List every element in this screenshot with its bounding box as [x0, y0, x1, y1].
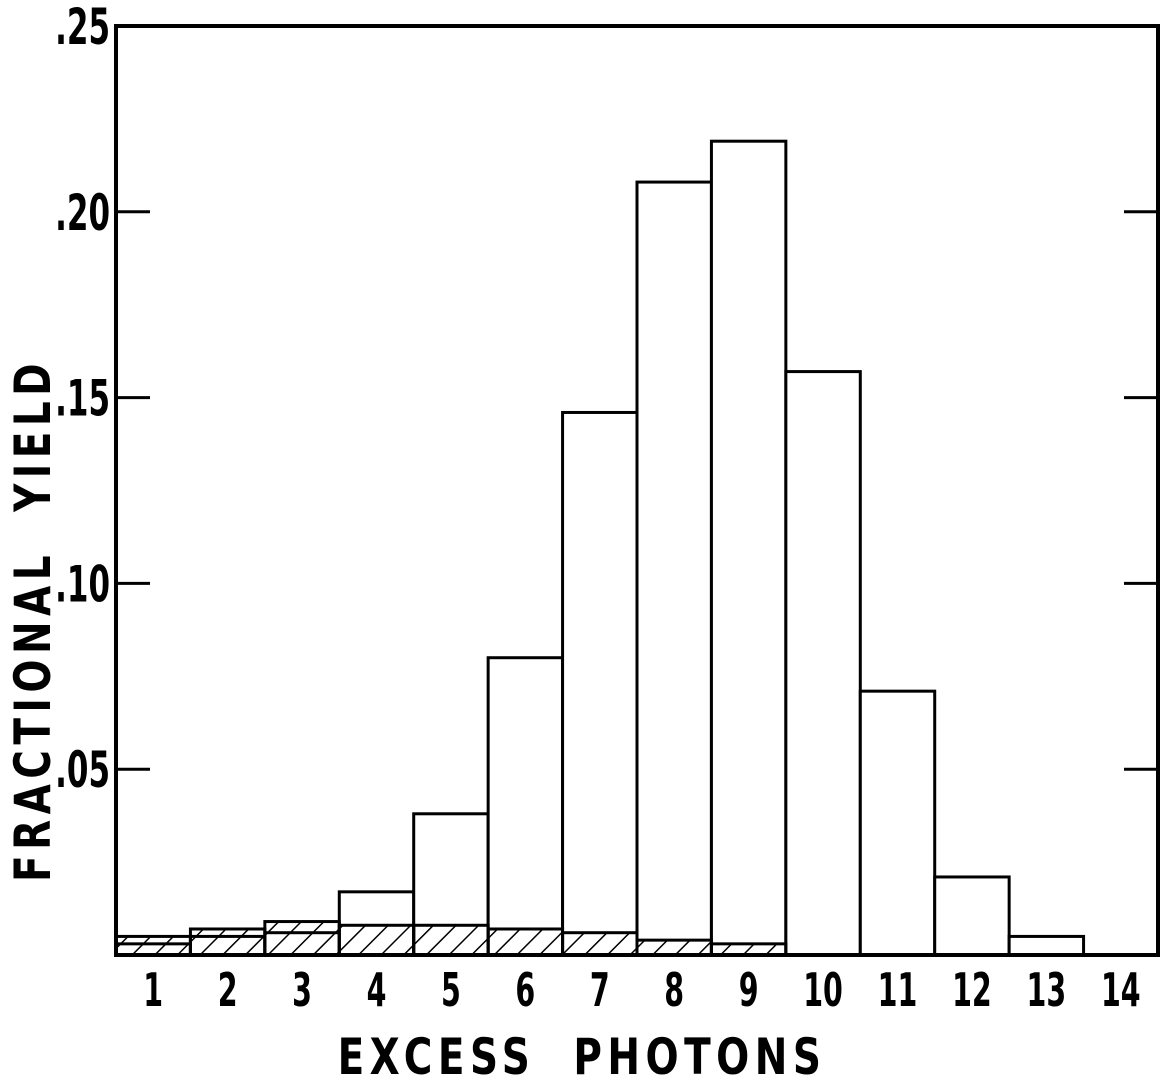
- x-tick-label: 14: [1101, 964, 1141, 1018]
- open-bar-8: [635, 180, 713, 957]
- x-tick-label: 3: [292, 964, 312, 1018]
- open-bar-6: [486, 656, 565, 957]
- y-tick-label: .25: [55, 0, 110, 56]
- open-bars: [114, 139, 1086, 957]
- x-tick-label: 4: [367, 964, 387, 1018]
- open-bar-13: [1007, 934, 1086, 957]
- hatched-bar-7: [561, 931, 639, 957]
- x-tick-label: 10: [803, 964, 843, 1018]
- x-tick-label: 1: [143, 964, 163, 1018]
- hatched-bar-5: [412, 923, 490, 957]
- x-tick-label: 9: [739, 964, 759, 1018]
- x-tick-label: 7: [590, 964, 610, 1018]
- open-bar-7: [561, 410, 639, 957]
- open-bar-12: [933, 875, 1011, 957]
- plot-frame: [114, 24, 1160, 957]
- x-tick-label: 8: [664, 964, 684, 1018]
- hatched-bar-2: [188, 927, 267, 957]
- open-bar-9: [709, 139, 788, 957]
- open-bar-10: [784, 370, 862, 957]
- x-tick-label: 13: [1027, 964, 1067, 1018]
- x-tick-label: 11: [878, 964, 918, 1018]
- x-tick-label: 5: [441, 964, 461, 1018]
- x-axis-title: EXCESS PHOTONS: [338, 1027, 827, 1085]
- y-tick-label: .05: [55, 740, 110, 799]
- x-tick-label: 6: [515, 964, 535, 1018]
- hatched-bar-6: [486, 927, 565, 957]
- x-tick-label: 12: [952, 964, 992, 1018]
- hatched-bars: [114, 920, 788, 957]
- hatched-bar-4: [337, 923, 416, 957]
- y-tick-label: .10: [55, 555, 110, 614]
- y-axis-ticks: .05 .10 .15 .20 .25: [55, 0, 1158, 799]
- y-axis-title: FRACTIONAL YIELD: [3, 358, 62, 882]
- y-tick-label: .20: [55, 183, 110, 242]
- hatched-bar-8: [635, 938, 713, 957]
- x-tick-label: 2: [218, 964, 238, 1018]
- open-bar-11: [858, 689, 937, 957]
- x-axis-tick-labels: 1 2 3 4 5 6 7 8 9 10 11 12 13 14: [143, 964, 1140, 1018]
- y-tick-label: .15: [55, 369, 110, 428]
- hatched-bar-1: [114, 934, 192, 957]
- hatched-bar-3: [263, 920, 341, 957]
